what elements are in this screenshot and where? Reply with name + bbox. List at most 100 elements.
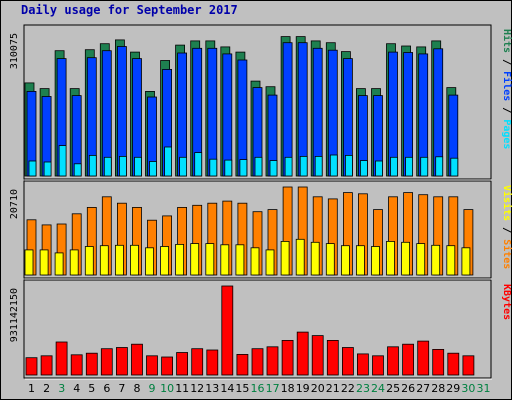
bar-sites-19 (295, 238, 305, 276)
bar-sites-6 (99, 245, 109, 276)
bar-kbytes-25 (387, 346, 399, 376)
day-label-18: 18 (281, 382, 295, 395)
day-label-21: 21 (326, 382, 340, 395)
bar-sites-3 (54, 252, 64, 276)
bar-sites-9 (145, 247, 154, 276)
chart-title: Daily usage for September 2017 (21, 3, 238, 17)
bar-kbytes-28 (432, 348, 445, 376)
bar-sites-25 (386, 240, 395, 276)
legend-entry: Pages (501, 119, 512, 149)
day-label-2: 2 (43, 382, 50, 395)
day-label-4: 4 (73, 382, 80, 395)
day-label-27: 27 (416, 382, 430, 395)
bar-sites-1 (24, 249, 34, 276)
bar-pages-3 (58, 145, 67, 177)
day-label-28: 28 (431, 382, 445, 395)
bar-pages-13 (209, 158, 218, 177)
legend-hits-files-pages: Hits / Files / Pages (501, 29, 512, 149)
bar-kbytes-21 (326, 339, 339, 376)
bar-sites-30 (461, 247, 471, 276)
legend-entry: / (501, 53, 512, 71)
day-label-20: 20 (311, 382, 325, 395)
bar-sites-29 (446, 245, 456, 276)
bar-pages-25 (390, 156, 398, 177)
bar-pages-29 (450, 157, 459, 177)
bar-pages-2 (43, 161, 52, 177)
max-label-visits-sites: 20710 (9, 189, 20, 219)
day-label-3: 3 (58, 382, 65, 395)
legend-entry: / (501, 221, 512, 239)
day-label-23: 23 (356, 382, 370, 395)
bar-sites-4 (69, 249, 79, 276)
bar-sites-18 (280, 240, 290, 276)
bar-kbytes-10 (161, 356, 174, 376)
day-label-15: 15 (235, 382, 249, 395)
bar-kbytes-27 (417, 340, 430, 376)
day-label-5: 5 (88, 382, 95, 395)
max-label-kbytes: 931142150 (9, 288, 20, 342)
bar-sites-8 (130, 244, 139, 276)
bar-pages-23 (359, 160, 368, 177)
bar-sites-5 (84, 246, 94, 276)
bar-kbytes-29 (447, 352, 460, 376)
bar-kbytes-13 (206, 349, 219, 376)
day-label-12: 12 (190, 382, 204, 395)
bar-kbytes-9 (146, 355, 158, 376)
bar-kbytes-19 (296, 331, 309, 376)
day-label-26: 26 (401, 382, 415, 395)
bar-pages-7 (119, 155, 127, 177)
day-label-19: 19 (296, 382, 310, 395)
bar-kbytes-18 (281, 339, 294, 376)
max-label-hits-files-pages: 310075 (9, 33, 20, 69)
bar-kbytes-7 (116, 347, 128, 376)
bar-kbytes-12 (191, 348, 204, 376)
bar-pages-11 (179, 156, 188, 177)
day-label-10: 10 (160, 382, 174, 395)
bar-sites-20 (310, 241, 320, 276)
bar-kbytes-26 (402, 343, 415, 376)
bar-kbytes-8 (131, 343, 143, 376)
day-label-14: 14 (220, 382, 234, 395)
bar-kbytes-15 (236, 353, 249, 376)
bar-kbytes-20 (311, 335, 324, 376)
bar-kbytes-30 (462, 355, 475, 376)
bar-files-18 (282, 42, 293, 177)
bar-pages-5 (88, 154, 97, 177)
bar-sites-24 (371, 246, 380, 276)
legend-entry: Sites (501, 239, 512, 269)
bar-pages-12 (194, 152, 203, 177)
bar-kbytes-11 (176, 352, 189, 376)
bar-pages-9 (149, 161, 157, 177)
bar-kbytes-23 (356, 353, 369, 376)
day-label-13: 13 (205, 382, 219, 395)
day-label-29: 29 (446, 382, 460, 395)
bar-sites-13 (205, 243, 215, 276)
bar-kbytes-4 (70, 354, 83, 376)
bar-files-14 (222, 53, 233, 177)
bar-kbytes-1 (25, 357, 38, 376)
bar-kbytes-5 (85, 352, 98, 376)
bar-pages-8 (134, 156, 142, 177)
bar-kbytes-14 (221, 285, 234, 376)
bar-sites-12 (190, 243, 200, 276)
bar-pages-28 (435, 156, 444, 177)
day-label-16: 16 (251, 382, 265, 395)
bar-pages-15 (239, 159, 248, 177)
day-label-30: 30 (461, 382, 475, 395)
bar-kbytes-6 (100, 348, 113, 376)
bar-kbytes-24 (372, 355, 384, 376)
bar-files-13 (207, 47, 218, 177)
bar-sites-22 (340, 245, 350, 276)
bar-files-15 (237, 59, 248, 177)
bar-pages-20 (314, 155, 323, 177)
bar-sites-11 (175, 243, 185, 276)
bar-sites-7 (115, 244, 124, 276)
bar-kbytes-3 (55, 341, 68, 376)
legend-kbytes: KBytes (501, 284, 512, 320)
bar-kbytes-16 (251, 348, 264, 376)
bar-sites-26 (401, 241, 411, 276)
bar-pages-22 (344, 154, 353, 177)
bar-kbytes-22 (341, 347, 354, 376)
legend-entry: Hits (501, 29, 512, 53)
